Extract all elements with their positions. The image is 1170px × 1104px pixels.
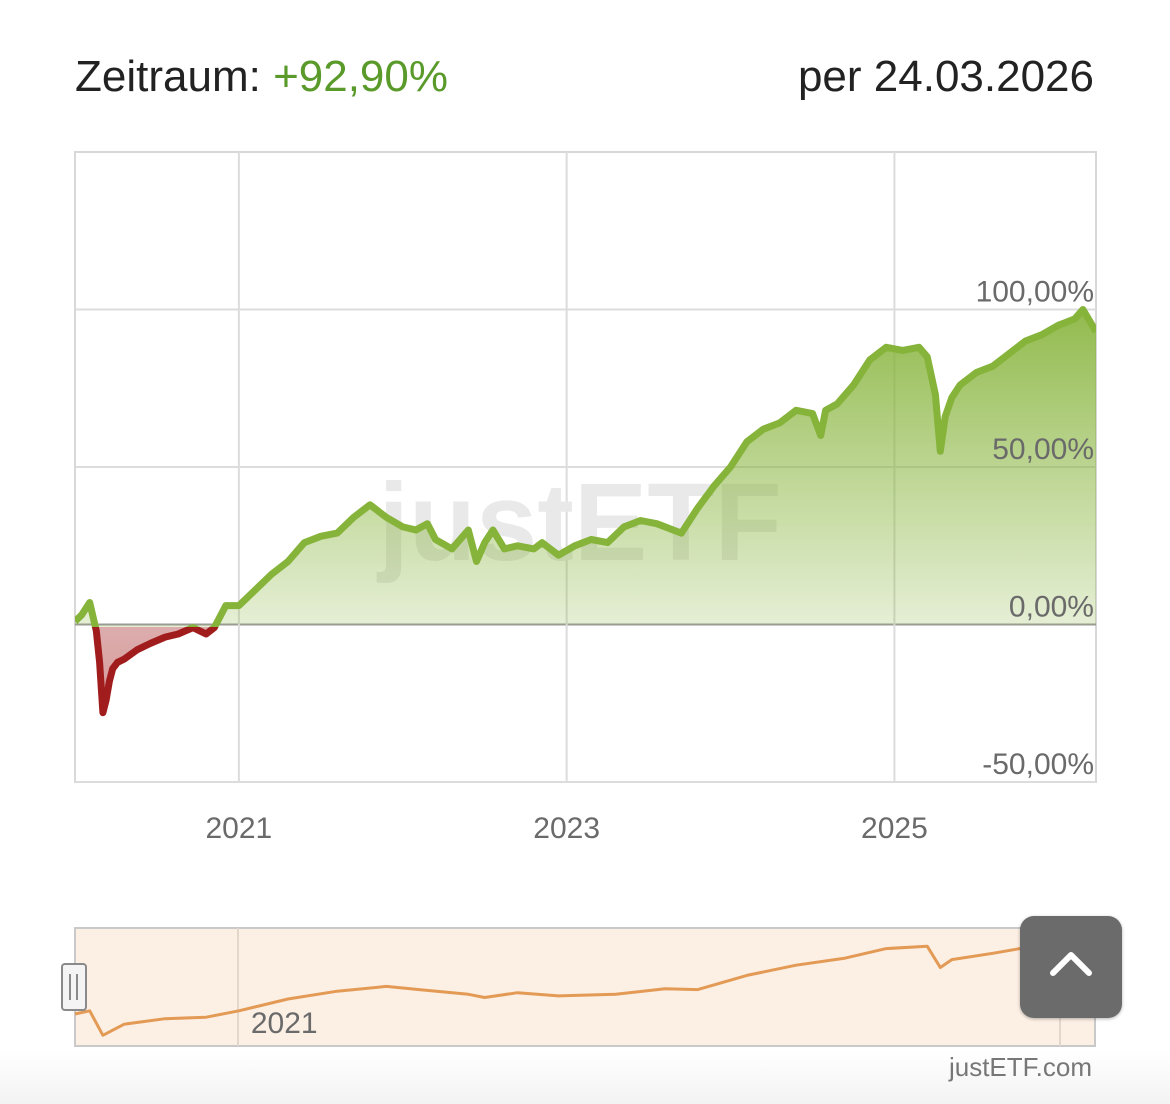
footer-background — [0, 1050, 1170, 1104]
x-tick-label: 2025 — [861, 812, 928, 845]
y-tick-label: 100,00% — [976, 276, 1094, 309]
navigator-background — [74, 927, 1096, 1047]
y-tick-label: 50,00% — [992, 433, 1094, 466]
period-performance: Zeitraum: +92,90% — [75, 52, 448, 102]
y-tick-label: -50,00% — [982, 748, 1094, 781]
source-credit[interactable]: justETF.com — [948, 1052, 1092, 1082]
period-label: Zeitraum: — [75, 52, 261, 101]
navigator-line — [74, 944, 1034, 1037]
period-value: +92,90% — [273, 52, 448, 101]
navigator-x-label: 2021 — [251, 1007, 318, 1040]
y-tick-label: 0,00% — [1009, 591, 1094, 624]
as-of-date: per 24.03.2026 — [797, 52, 1094, 101]
x-tick-label: 2021 — [206, 812, 273, 845]
x-tick-label: 2023 — [533, 812, 600, 845]
performance-line-negative — [91, 627, 219, 717]
performance-line-positive — [75, 306, 1096, 627]
performance-chart[interactable]: justETF -50,00%0,00%50,00%100,00% 2021 20… — [0, 140, 1170, 860]
negative-area — [95, 627, 215, 713]
scroll-to-top-button[interactable] — [1020, 916, 1122, 1018]
navigator-handle[interactable] — [61, 963, 87, 1011]
navigator-chart[interactable]: 2021 — [0, 915, 1170, 1055]
chart-header: Zeitraum: +92,90% per 24.03.2026 — [0, 0, 1170, 120]
positive-area — [75, 309, 1096, 627]
chevron-up-icon — [1050, 952, 1092, 976]
